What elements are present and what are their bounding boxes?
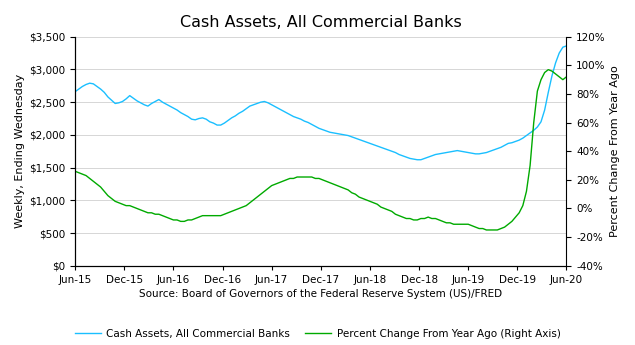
Cash Assets, All Commercial Banks — [472, 152, 479, 156]
Cash Assets, All Commercial Banks — [260, 99, 268, 104]
Legend: Cash Assets, All Commercial Banks, Percent Change From Year Ago (Right Axis): Cash Assets, All Commercial Banks, Perce… — [70, 325, 565, 343]
Percent Change From Year Ago (Right Axis) — [483, 228, 490, 232]
Line: Percent Change From Year Ago (Right Axis): Percent Change From Year Ago (Right Axis… — [75, 70, 566, 230]
Cash Assets, All Commercial Banks — [130, 96, 137, 100]
Cash Assets, All Commercial Banks — [476, 152, 483, 156]
Line: Cash Assets, All Commercial Banks: Cash Assets, All Commercial Banks — [75, 46, 566, 160]
Cash Assets, All Commercial Banks — [71, 90, 79, 94]
Cash Assets, All Commercial Banks — [563, 44, 570, 48]
Percent Change From Year Ago (Right Axis) — [537, 78, 545, 82]
Cash Assets, All Commercial Banks — [413, 158, 421, 162]
Y-axis label: Weekly, Ending Wednesday: Weekly, Ending Wednesday — [15, 74, 25, 228]
Percent Change From Year Ago (Right Axis) — [476, 226, 483, 230]
Y-axis label: Percent Change From Year Ago: Percent Change From Year Ago — [610, 65, 620, 237]
Title: Cash Assets, All Commercial Banks: Cash Assets, All Commercial Banks — [180, 15, 462, 30]
Cash Assets, All Commercial Banks — [537, 120, 545, 124]
Percent Change From Year Ago (Right Axis) — [544, 68, 552, 72]
Percent Change From Year Ago (Right Axis) — [260, 189, 268, 194]
X-axis label: Source: Board of Governors of the Federal Reserve System (US)/FRED: Source: Board of Governors of the Federa… — [139, 289, 502, 299]
Cash Assets, All Commercial Banks — [479, 151, 486, 155]
Percent Change From Year Ago (Right Axis) — [468, 224, 476, 228]
Percent Change From Year Ago (Right Axis) — [563, 75, 570, 79]
Percent Change From Year Ago (Right Axis) — [71, 169, 79, 173]
Percent Change From Year Ago (Right Axis) — [472, 225, 479, 229]
Percent Change From Year Ago (Right Axis) — [130, 205, 137, 209]
